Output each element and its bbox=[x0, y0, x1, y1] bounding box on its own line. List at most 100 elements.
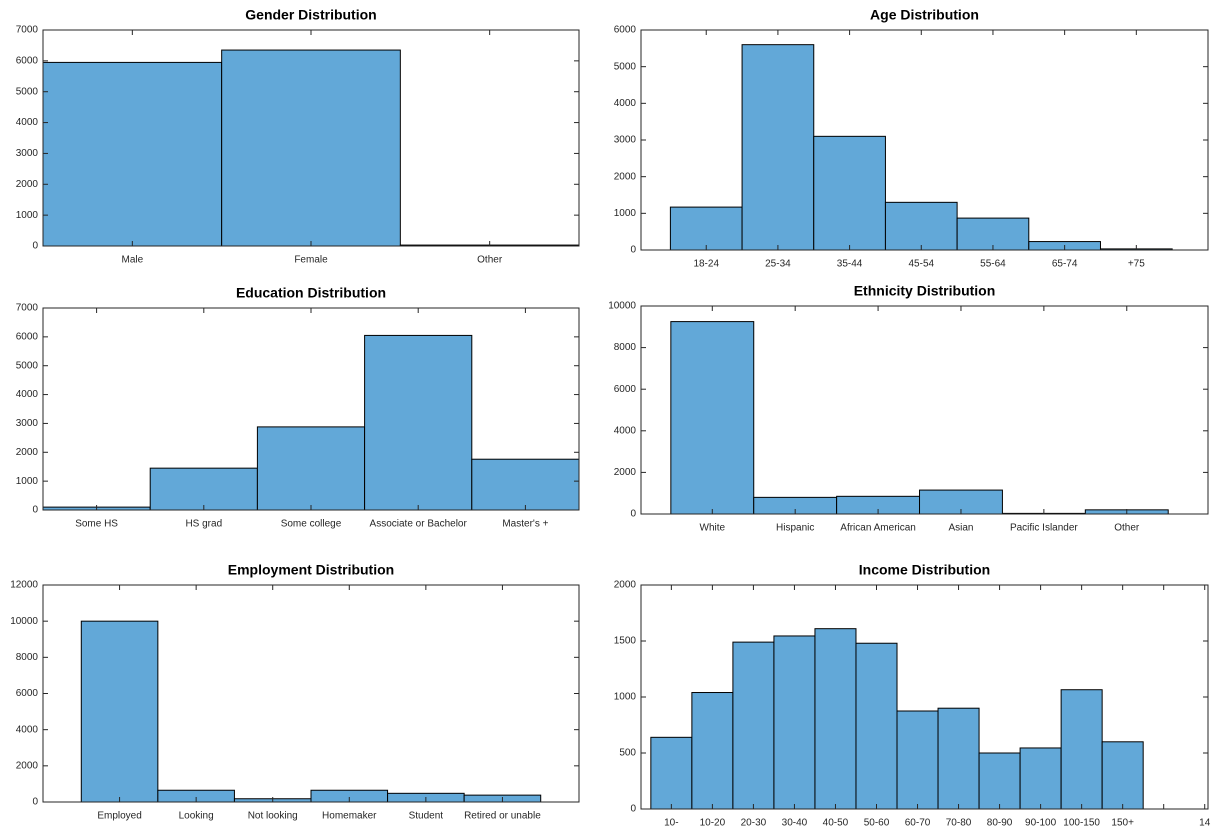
x-tick-label: Pacific Islander bbox=[1010, 523, 1078, 534]
y-tick-label: 0 bbox=[32, 797, 38, 808]
y-tick-label: 8000 bbox=[16, 652, 39, 663]
bar bbox=[884, 201, 958, 251]
y-tick-label: 5000 bbox=[614, 61, 637, 72]
x-tick-label: Retired or unable bbox=[464, 811, 541, 822]
y-tick-label: 6000 bbox=[16, 55, 39, 66]
bar bbox=[149, 467, 258, 511]
y-tick-label: 2000 bbox=[16, 760, 39, 771]
x-tick-label: 30-40 bbox=[782, 818, 808, 829]
x-tick-label: HS grad bbox=[185, 519, 222, 530]
x-tick-label: Some HS bbox=[75, 519, 118, 530]
y-tick-label: 8000 bbox=[614, 342, 637, 353]
y-tick-label: 1000 bbox=[614, 208, 637, 219]
axes-frame bbox=[640, 584, 1209, 810]
x-tick-label: Asian bbox=[948, 523, 973, 534]
bar bbox=[650, 736, 693, 810]
y-tick-label: 1000 bbox=[16, 476, 39, 487]
y-tick-label: 7000 bbox=[16, 303, 39, 314]
x-tick-label: +75 bbox=[1128, 259, 1145, 270]
y-tick-label: 4000 bbox=[614, 425, 637, 436]
x-tick-label: 60-70 bbox=[905, 818, 931, 829]
bar bbox=[814, 628, 857, 810]
x-tick-label: 150+ bbox=[1111, 818, 1134, 829]
y-tick-label: 5000 bbox=[16, 360, 39, 371]
x-tick-label: 40-50 bbox=[823, 818, 849, 829]
axes-frame bbox=[42, 29, 580, 247]
x-tick-label: 35-44 bbox=[837, 259, 863, 270]
x-tick-label: Looking bbox=[179, 811, 214, 822]
bar bbox=[773, 635, 816, 810]
x-tick-label: 10-20 bbox=[700, 818, 726, 829]
x-tick-label: 14 bbox=[1199, 818, 1211, 829]
y-tick-label: 7000 bbox=[16, 25, 39, 36]
y-tick-label: 1000 bbox=[614, 692, 637, 703]
y-tick-label: 1500 bbox=[614, 636, 637, 647]
bar bbox=[670, 321, 755, 515]
bar bbox=[978, 752, 1021, 810]
x-tick-label: Not looking bbox=[248, 811, 298, 822]
x-tick-label: Other bbox=[1114, 523, 1140, 534]
bar bbox=[1060, 689, 1103, 810]
x-tick-label: Female bbox=[294, 255, 328, 266]
chart-title: Ethnicity Distribution bbox=[854, 283, 996, 299]
bar bbox=[956, 217, 1030, 251]
bar bbox=[471, 458, 580, 511]
x-tick-label: 45-54 bbox=[908, 259, 934, 270]
x-tick-label: Associate or Bachelor bbox=[370, 519, 468, 530]
x-tick-label: Student bbox=[409, 811, 444, 822]
y-tick-label: 0 bbox=[630, 804, 636, 815]
y-tick-label: 1000 bbox=[16, 210, 39, 221]
x-tick-label: 65-74 bbox=[1052, 259, 1078, 270]
y-tick-label: 3000 bbox=[16, 148, 39, 159]
y-tick-label: 12000 bbox=[10, 580, 38, 591]
x-tick-label: Employed bbox=[97, 811, 141, 822]
x-tick-label: 80-90 bbox=[987, 818, 1013, 829]
x-tick-label: 90-100 bbox=[1025, 818, 1057, 829]
axes-frame bbox=[640, 29, 1209, 251]
y-tick-label: 2000 bbox=[614, 580, 637, 591]
y-tick-label: 4000 bbox=[614, 98, 637, 109]
bar bbox=[937, 707, 980, 810]
y-tick-label: 10000 bbox=[608, 301, 636, 312]
y-tick-label: 6000 bbox=[614, 25, 637, 36]
x-tick-label: Hispanic bbox=[776, 523, 814, 534]
y-tick-label: 0 bbox=[32, 241, 38, 252]
y-tick-label: 5000 bbox=[16, 86, 39, 97]
y-tick-label: 0 bbox=[32, 505, 38, 516]
y-tick-label: 10000 bbox=[10, 616, 38, 627]
bar bbox=[855, 642, 898, 810]
chart-title: Gender Distribution bbox=[245, 7, 376, 23]
bar bbox=[813, 135, 886, 251]
bar bbox=[896, 710, 939, 810]
bar bbox=[256, 426, 366, 511]
axes-frame bbox=[42, 584, 580, 803]
bar bbox=[732, 641, 775, 810]
x-tick-label: 25-34 bbox=[765, 259, 791, 270]
y-tick-label: 2000 bbox=[614, 171, 637, 182]
bar bbox=[80, 620, 159, 803]
bar bbox=[669, 206, 743, 251]
axes-frame bbox=[42, 307, 580, 511]
bar bbox=[364, 334, 473, 511]
y-tick-label: 500 bbox=[619, 748, 636, 759]
y-tick-label: 6000 bbox=[614, 384, 637, 395]
x-tick-label: Other bbox=[477, 255, 503, 266]
y-tick-label: 0 bbox=[630, 245, 636, 256]
bar bbox=[1019, 747, 1062, 810]
axes-frame bbox=[640, 305, 1209, 515]
bar bbox=[741, 44, 815, 251]
y-tick-label: 2000 bbox=[614, 467, 637, 478]
y-tick-label: 6000 bbox=[16, 688, 39, 699]
x-tick-label: 55-64 bbox=[980, 259, 1006, 270]
y-tick-label: 4000 bbox=[16, 117, 39, 128]
x-tick-label: Homemaker bbox=[322, 811, 377, 822]
bar bbox=[221, 49, 401, 247]
x-tick-label: 50-60 bbox=[864, 818, 890, 829]
chart-title: Employment Distribution bbox=[228, 562, 394, 578]
x-tick-label: 100-150 bbox=[1063, 818, 1100, 829]
x-tick-label: Male bbox=[121, 255, 143, 266]
chart-title: Age Distribution bbox=[870, 7, 979, 23]
x-tick-label: 10- bbox=[664, 818, 678, 829]
x-tick-label: White bbox=[700, 523, 726, 534]
